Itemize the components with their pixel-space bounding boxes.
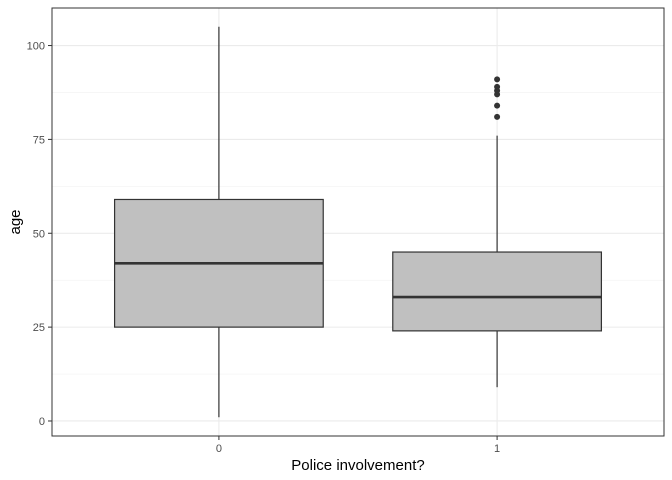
box-0	[113, 26, 324, 418]
y-tick-label: 0	[39, 416, 45, 428]
x-tick-label: 1	[494, 443, 500, 455]
y-axis-title: age	[7, 209, 24, 234]
outlier-point	[494, 113, 501, 120]
y-tick-label: 75	[33, 134, 45, 146]
axes: 0 25 50 75 100 0 1	[27, 41, 501, 455]
box-series	[113, 26, 603, 418]
y-tick-label: 100	[27, 41, 45, 53]
y-tick-label: 50	[33, 228, 45, 240]
box-1	[392, 76, 603, 388]
outlier-point	[494, 102, 501, 109]
x-axis-title: Police involvement?	[291, 457, 424, 474]
x-tick-label: 0	[216, 443, 222, 455]
iqr-box	[392, 251, 603, 332]
y-tick-label: 25	[33, 322, 45, 334]
panel-border	[51, 7, 665, 437]
outlier-point	[494, 76, 501, 83]
outlier-point	[494, 83, 501, 90]
